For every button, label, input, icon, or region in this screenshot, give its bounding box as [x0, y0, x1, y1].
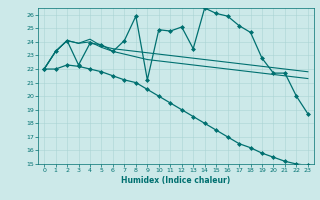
X-axis label: Humidex (Indice chaleur): Humidex (Indice chaleur)	[121, 176, 231, 185]
